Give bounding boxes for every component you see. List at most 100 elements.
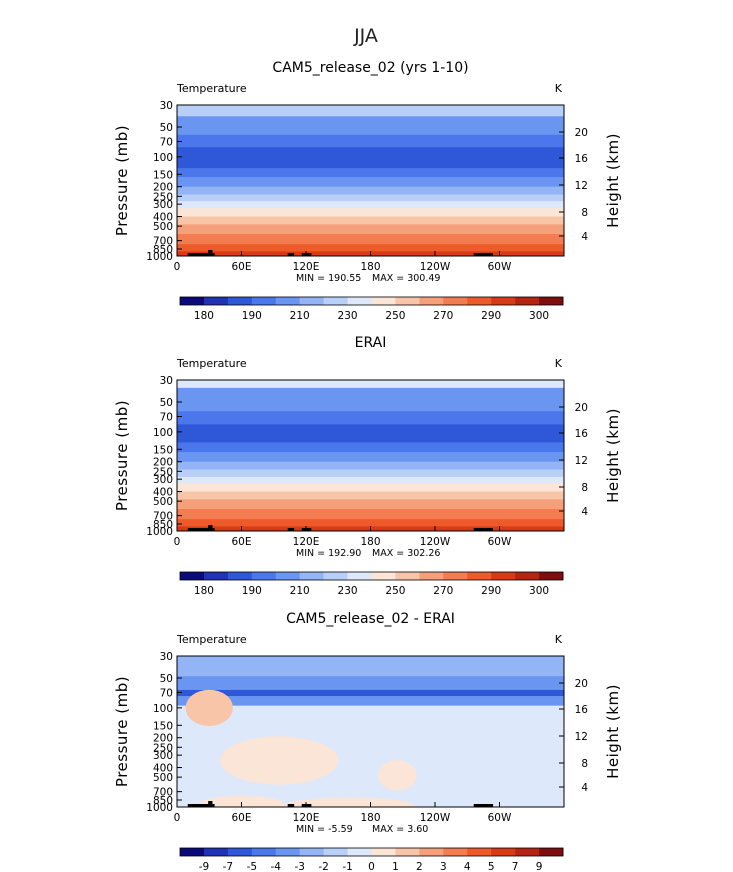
temperature-layer (177, 147, 564, 169)
y-tick-label: 30 (160, 375, 173, 387)
temperature-layer (177, 177, 564, 188)
temperature-layer (177, 509, 564, 520)
y-tick-label: 850 (153, 795, 173, 807)
temperature-layer (177, 689, 564, 697)
x-tick-label: 120W (420, 812, 451, 824)
y2-tick-label: 4 (581, 782, 588, 794)
y-tick-label: 300 (153, 474, 173, 486)
y2-tick-label: 12 (575, 731, 588, 743)
panel-title: ERAI (355, 335, 387, 351)
temperature-layer (177, 676, 564, 691)
colorbar-swatch (419, 297, 444, 305)
topography-mask (287, 528, 295, 531)
y-tick-label: 300 (153, 199, 173, 211)
topography-mask (287, 253, 295, 256)
y-tick-label: 850 (153, 519, 173, 531)
y2-tick-label: 8 (581, 758, 588, 770)
colorbar-swatch (539, 848, 564, 856)
topography-mask (301, 804, 312, 807)
y-tick-label: 200 (153, 733, 173, 745)
temperature-layer (177, 461, 564, 471)
colorbar-label: 210 (290, 585, 310, 597)
temperature-layer (177, 476, 564, 484)
colorbar-swatch (180, 572, 205, 580)
colorbar-swatch (515, 297, 540, 305)
units-label: K (555, 357, 563, 370)
plot-area (177, 105, 564, 256)
colorbar-label: 180 (194, 310, 214, 322)
y-tick-label: 700 (153, 511, 173, 523)
y-tick-label: 700 (153, 787, 173, 799)
temperature-layer (177, 411, 564, 425)
anomaly-region (198, 795, 285, 807)
y-tick-label: 150 (153, 444, 173, 456)
y-tick-label: 200 (153, 457, 173, 469)
y-tick-label: 400 (153, 487, 173, 499)
temperature-layer (177, 186, 564, 196)
colorbar-swatch (467, 572, 492, 580)
temperature-layer (177, 491, 564, 500)
y-tick-label: 30 (160, 651, 173, 663)
colorbar-label: 2 (416, 861, 423, 872)
colorbar-swatch (275, 572, 300, 580)
x-tick-label: 60W (488, 261, 512, 273)
y2-tick-label: 8 (581, 482, 588, 494)
colorbar-swatch (347, 297, 372, 305)
y-tick-label: 100 (153, 427, 173, 439)
x-tick-label: 0 (174, 261, 181, 273)
temperature-layer (177, 105, 564, 117)
colorbar-swatch (491, 297, 516, 305)
colorbar-swatch (227, 848, 253, 856)
x-tick-label: 120W (420, 536, 451, 548)
y-tick-label: 250 (153, 466, 173, 478)
topography-mask (187, 804, 215, 807)
topography-mask (208, 801, 213, 807)
variable-label: Temperature (176, 82, 247, 95)
colorbar-label: 290 (481, 585, 501, 597)
colorbar-label: -7 (223, 861, 233, 872)
colorbar-swatch (180, 297, 205, 305)
x-tick-label: 0 (174, 812, 181, 824)
topography-mask (187, 528, 215, 531)
colorbar-label: 230 (338, 585, 358, 597)
x-tick-label: 120W (420, 261, 451, 273)
colorbar-label: 180 (194, 585, 214, 597)
y-tick-label: 500 (153, 221, 173, 233)
stat-max: MAX = 300.49 (372, 273, 440, 284)
x-tick-label: 180 (360, 261, 380, 273)
colorbar-label: 250 (385, 585, 405, 597)
panel-title: CAM5_release_02 (yrs 1-10) (272, 60, 468, 76)
temperature-layer (177, 216, 564, 225)
x-tick-label: 60E (232, 536, 252, 548)
topography-mask (473, 804, 494, 807)
colorbar-swatch (227, 297, 253, 305)
y-tick-label: 500 (153, 772, 173, 784)
colorbar-label: 230 (338, 310, 358, 322)
temperature-layer (177, 168, 564, 178)
y2-axis-label: Height (km) (604, 133, 622, 228)
colorbar-swatch (395, 572, 420, 580)
colorbar-label: -2 (318, 861, 328, 872)
anomaly-region (220, 736, 339, 785)
colorbar-frame (179, 296, 564, 306)
temperature-layer (177, 424, 564, 443)
y-tick-label: 70 (160, 136, 173, 148)
y2-tick-label: 16 (575, 704, 589, 716)
temperature-layer (177, 519, 564, 527)
colorbar-swatch (180, 848, 205, 856)
colorbar-label: 0 (368, 861, 375, 872)
y2-tick-label: 8 (581, 207, 588, 219)
colorbar-swatch (539, 572, 564, 580)
anomaly-region (284, 797, 414, 807)
colorbar-label: -5 (247, 861, 257, 872)
temperature-layer (177, 442, 564, 453)
y-tick-label: 250 (153, 742, 173, 754)
temperature-layer (177, 696, 564, 707)
topography-mask (301, 253, 312, 256)
colorbar-frame (179, 847, 564, 857)
colorbar-swatch (491, 848, 516, 856)
topography-mask (301, 528, 312, 531)
